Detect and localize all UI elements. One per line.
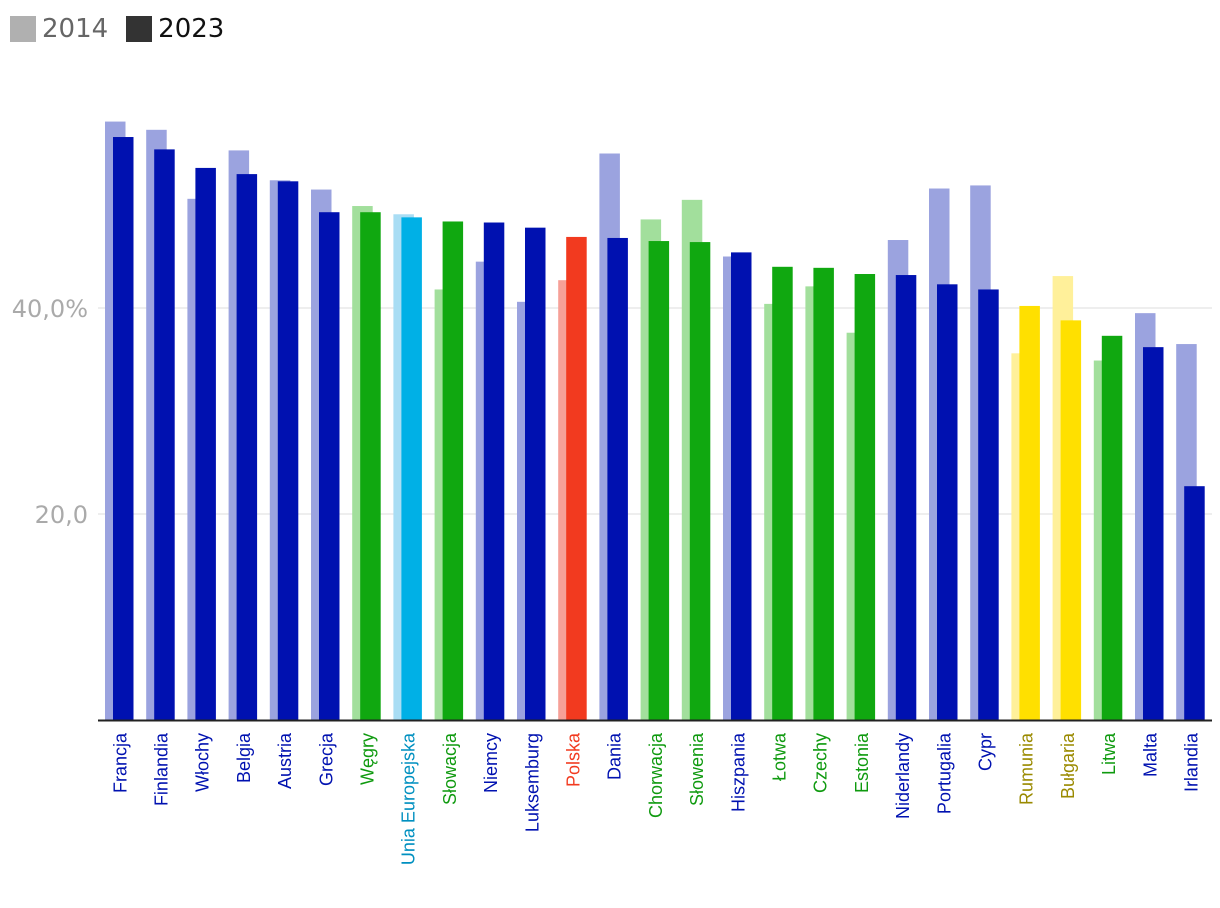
bar-3-2023	[236, 174, 258, 721]
x-tick-label-9: Niemcy	[481, 733, 501, 793]
bar-25-2023	[1143, 347, 1164, 720]
x-tick-label-25: Malta	[1140, 732, 1160, 777]
x-tick-label-1: Finlandia	[151, 732, 171, 806]
x-tick-label-13: Chorwacja	[646, 732, 666, 818]
x-tick-label-21: Cypr	[975, 733, 995, 771]
bar-26-2023	[1184, 486, 1205, 720]
x-tick-label-5: Grecja	[316, 732, 336, 786]
bar-8-2023	[442, 221, 464, 721]
bar-23-2023	[1060, 320, 1082, 720]
x-tick-label-0: Francja	[110, 732, 130, 793]
x-tick-label-8: Słowacja	[440, 732, 460, 805]
bar-15-2023	[731, 252, 752, 720]
bar-17-2023	[813, 267, 834, 720]
bar-21-2023	[978, 289, 999, 720]
x-tick-label-22: Rumunia	[1017, 732, 1037, 805]
bar-10-2023	[525, 227, 546, 720]
legend-label-2014: 2014	[42, 14, 109, 44]
bar-13-2023	[648, 241, 670, 721]
legend-swatch-2014	[10, 16, 36, 42]
legend: 2014 2023	[10, 14, 224, 44]
x-tick-label-10: Luksemburg	[522, 733, 542, 832]
bar-5-2023	[319, 212, 340, 720]
bar-6-2023	[360, 212, 381, 720]
x-tick-label-15: Hiszpania	[728, 732, 748, 812]
bar-18-2023	[854, 274, 876, 720]
x-tick-label-18: Estonia	[852, 732, 872, 793]
bar-12-2023	[607, 237, 628, 720]
bar-14-2023	[689, 242, 711, 720]
y-tick-label-40: 40,0%	[12, 295, 88, 323]
x-tick-label-20: Portugalia	[934, 732, 954, 814]
y-tick-label-20: 20,0	[35, 501, 88, 529]
bar-1-2023	[154, 149, 175, 720]
bar-22-2023	[1019, 305, 1040, 720]
x-tick-label-17: Czechy	[811, 733, 831, 793]
x-tick-label-16: Łotwa	[769, 732, 789, 781]
x-tick-label-11: Polska	[563, 732, 583, 787]
bar-2-2023	[195, 167, 216, 721]
x-tick-label-14: Słowenia	[687, 732, 707, 806]
legend-item-2023[interactable]: 2023	[126, 14, 224, 44]
bar-0-2023	[113, 137, 134, 720]
bar-19-2023	[895, 275, 917, 720]
x-tick-label-2: Włochy	[193, 733, 213, 792]
legend-label-2023: 2023	[158, 14, 225, 44]
x-tick-label-4: Austria	[275, 732, 295, 789]
x-tick-label-26: Irlandia	[1181, 732, 1201, 792]
bar-7-2023	[401, 217, 422, 721]
x-tick-label-6: Węgry	[357, 733, 377, 785]
x-tick-label-3: Belgia	[234, 732, 254, 783]
bar-16-2023	[772, 266, 793, 720]
x-tick-label-7: Unia Europejska	[399, 732, 419, 865]
x-tick-label-12: Dania	[605, 732, 625, 780]
x-tick-label-24: Litwa	[1099, 732, 1119, 775]
x-tick-label-19: Niderlandy	[893, 733, 913, 819]
bar-24-2023	[1101, 335, 1123, 720]
legend-item-2014[interactable]: 2014	[10, 14, 108, 44]
x-tick-label-23: Bułgaria	[1058, 732, 1078, 799]
bar-4-2023	[277, 181, 299, 720]
bar-20-2023	[937, 284, 958, 720]
legend-swatch-2023	[126, 16, 153, 42]
bar-11-2023	[566, 236, 587, 720]
bar-9-2023	[483, 222, 505, 720]
